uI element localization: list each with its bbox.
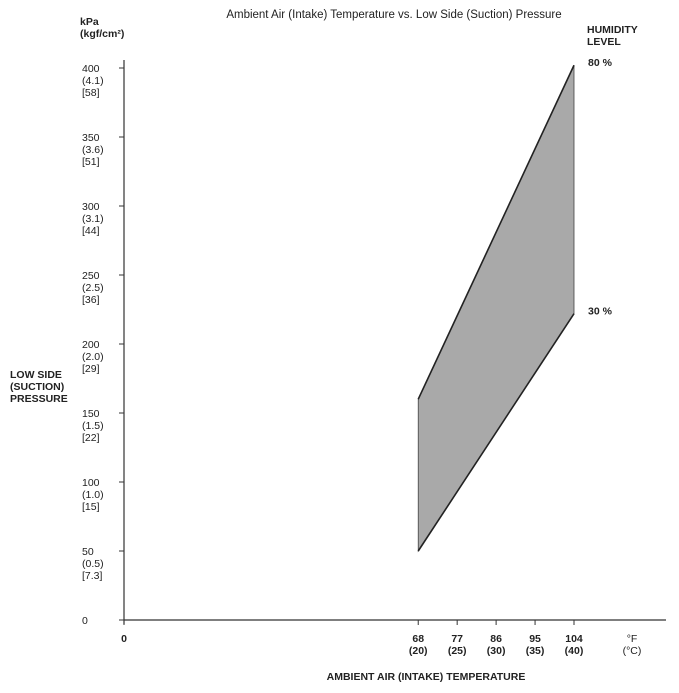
- y-tick-label: 300: [82, 201, 100, 213]
- y-tick-label: [29]: [82, 363, 100, 375]
- x-axis-label: AMBIENT AIR (INTAKE) TEMPERATURE: [327, 671, 526, 683]
- series-line-1: [417, 64, 575, 400]
- x-ticks: 0 68(20) 77(25) 86(30) 95(35) 104(40): [121, 620, 583, 657]
- y-tick-label: 100: [82, 477, 100, 489]
- x-unit-primary: °F: [627, 633, 638, 645]
- y-tick-label: [51]: [82, 156, 100, 168]
- x-tick-sublabel: (20): [409, 645, 428, 657]
- legend-title-line: LEVEL: [587, 36, 621, 48]
- x-unit-secondary: (°C): [623, 645, 642, 657]
- y-axis-label-line: PRESSURE: [10, 393, 68, 405]
- x-tick-label: 104: [565, 633, 583, 645]
- y-tick-label: 400: [82, 63, 100, 75]
- y-tick-label: [36]: [82, 294, 100, 306]
- y-axis-label-line: LOW SIDE: [10, 369, 62, 381]
- x-tick-sublabel: (40): [565, 645, 584, 657]
- series-labels: 80 % 30 %: [588, 57, 613, 317]
- x-tick-sublabel: (25): [448, 645, 467, 657]
- y-axis-label: LOW SIDE(SUCTION)PRESSURE: [10, 369, 68, 405]
- y-unit-line: (kgf/cm²): [80, 28, 124, 40]
- y-tick-label: 50: [82, 546, 94, 558]
- series-label-2: 30 %: [588, 306, 613, 318]
- series-label-1: 80 %: [588, 57, 613, 69]
- y-tick-label: (3.1): [82, 213, 104, 225]
- y-tick-label: 0: [82, 615, 88, 627]
- y-tick-label: (1.5): [82, 420, 104, 432]
- x-tick-label: 0: [121, 633, 127, 645]
- y-axis-label-line: (SUCTION): [10, 381, 64, 393]
- y-tick-label: [7.3]: [82, 570, 103, 582]
- y-tick-label: (2.0): [82, 351, 104, 363]
- legend-title-line: HUMIDITY: [587, 24, 638, 36]
- plot-area: 0 50(0.5)[7.3] 100(1.0)[15] 150(1.5)[22] 200…: [82, 57, 666, 657]
- y-tick-label: (0.5): [82, 558, 104, 570]
- y-tick-label: [44]: [82, 225, 100, 237]
- y-tick-label: 250: [82, 270, 100, 282]
- y-tick-label: 350: [82, 132, 100, 144]
- x-tick-label: 77: [451, 633, 463, 645]
- y-tick-label: [58]: [82, 87, 100, 99]
- x-tick-label: 68: [412, 633, 424, 645]
- x-tick-sublabel: (35): [526, 645, 545, 657]
- series-lines: [417, 64, 575, 552]
- y-tick-label: (4.1): [82, 75, 104, 87]
- series-line-2: [417, 313, 575, 552]
- x-tick-label: 86: [490, 633, 502, 645]
- y-tick-label: (1.0): [82, 489, 104, 501]
- y-tick-label: [15]: [82, 501, 100, 513]
- y-unit-line: kPa: [80, 16, 99, 28]
- y-tick-label: (3.6): [82, 144, 104, 156]
- y-tick-label: 200: [82, 339, 100, 351]
- x-tick-sublabel: (30): [487, 645, 506, 657]
- chart-title: Ambient Air (Intake) Temperature vs. Low…: [226, 9, 561, 21]
- y-tick-label: 150: [82, 408, 100, 420]
- y-ticks: 0 50(0.5)[7.3] 100(1.0)[15] 150(1.5)[22] 200…: [82, 63, 124, 627]
- y-tick-label: [22]: [82, 432, 100, 444]
- humidity-band: [417, 65, 575, 553]
- y-tick-label: (2.5): [82, 282, 104, 294]
- y-unit-label: kPa(kgf/cm²): [80, 16, 124, 40]
- x-tick-label: 95: [529, 633, 541, 645]
